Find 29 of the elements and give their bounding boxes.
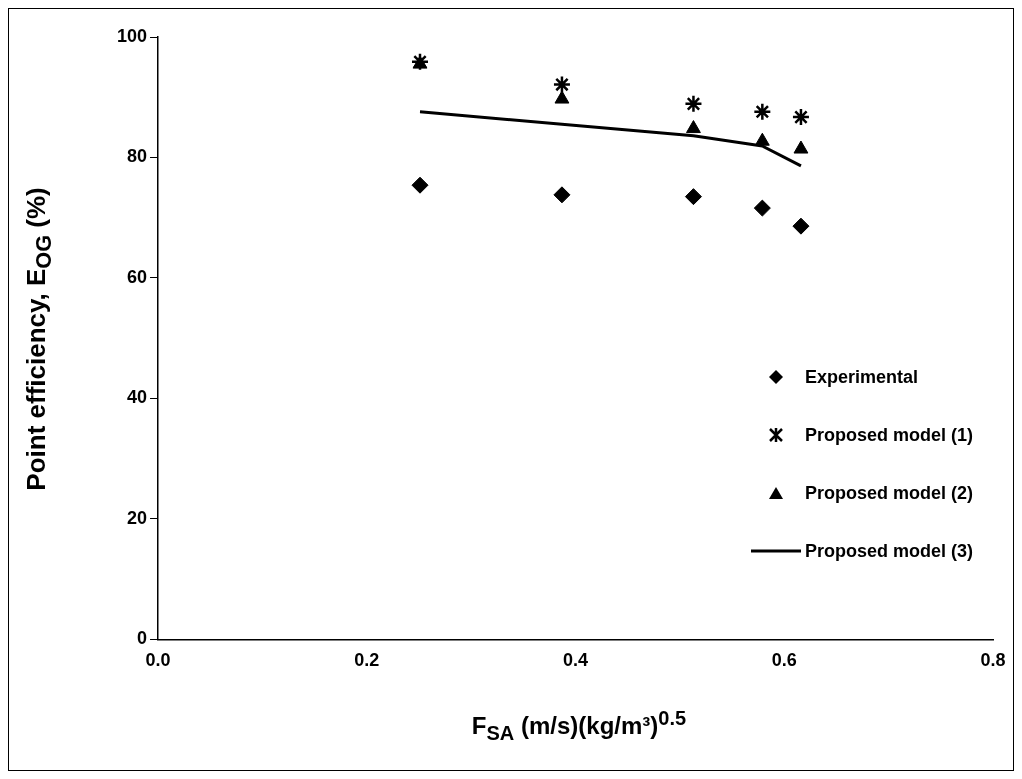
point	[793, 140, 809, 154]
legend-label: Proposed model (2)	[804, 482, 973, 504]
point	[684, 94, 703, 114]
point	[411, 176, 429, 194]
y-tick-label: 40	[127, 387, 148, 408]
y-tick-label: 0	[137, 628, 148, 649]
x-tick-label: 0.2	[354, 650, 380, 671]
point	[552, 75, 572, 94]
point	[791, 107, 811, 127]
point	[553, 186, 571, 204]
x-axis-title: F$_{SA}$ (m/s)(kg/m³)$^{0.5}$	[471, 707, 687, 745]
y-tick-label: 60	[127, 266, 148, 287]
legend-label: Experimental	[804, 366, 919, 388]
y-tick-label: 20	[127, 507, 148, 528]
point	[753, 199, 771, 217]
point	[792, 217, 810, 235]
x-tick-label: 0.6	[771, 650, 797, 671]
point	[686, 120, 701, 134]
point	[753, 102, 772, 121]
legend-label: Proposed model (3)	[804, 540, 973, 562]
y-tick-label: 80	[127, 146, 148, 167]
point	[754, 132, 770, 146]
legend-label: Proposed model (1)	[804, 424, 973, 446]
x-tick-label: 0.8	[980, 650, 1006, 671]
point	[684, 188, 702, 206]
point	[554, 90, 570, 104]
x-tick-label: 0.0	[145, 650, 171, 671]
y-tick-label: 100	[116, 25, 148, 46]
x-tick-label: 0.4	[563, 650, 589, 671]
